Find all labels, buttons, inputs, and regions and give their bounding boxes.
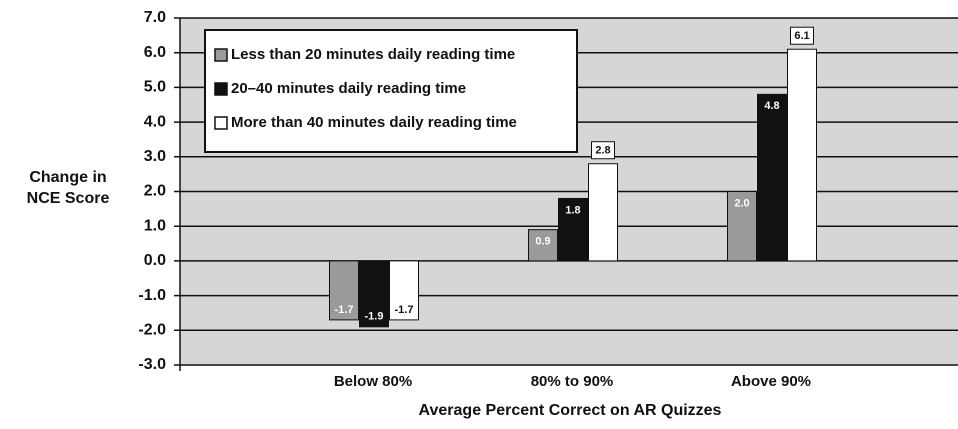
y-tick-label: -2.0 [138,322,166,339]
y-tick-label: 0.0 [144,252,166,269]
legend-box [204,29,578,153]
bar [528,229,558,262]
value-label: 2.0 [734,197,749,209]
bar [558,197,588,262]
y-tick-label: 1.0 [144,217,166,234]
y-tick-label: 4.0 [144,113,166,130]
value-label-box [790,26,814,45]
value-label-box [591,141,615,160]
bar [757,93,787,262]
legend-label: Less than 20 minutes daily reading time [231,46,515,63]
y-axis-label: Change in [29,169,106,186]
value-label: -1.7 [335,304,354,316]
value-label: 4.8 [764,100,779,112]
y-tick-label: 6.0 [144,44,166,61]
legend-label: More than 40 minutes daily reading time [231,114,517,131]
legend-swatch [214,116,228,130]
bar [329,260,359,321]
bar [389,260,419,321]
y-tick-label: 3.0 [144,148,166,165]
value-label: 1.8 [565,204,580,216]
x-tick-label: 80% to 90% [531,373,614,390]
legend-swatch [214,48,228,62]
y-tick-label: 2.0 [144,183,166,200]
y-tick-label: 5.0 [144,79,166,96]
x-tick-label: Below 80% [334,373,412,390]
value-label: 2.8 [595,145,610,157]
value-label: 6.1 [794,30,809,42]
bar [727,191,757,262]
value-label: 0.9 [535,236,550,248]
y-tick-label: 7.0 [144,9,166,26]
bar [359,260,389,328]
x-tick-label: Above 90% [731,373,811,390]
y-axis-label: NCE Score [27,190,110,207]
y-tick-label: -1.0 [138,287,166,304]
bar [588,163,618,262]
value-label: -1.7 [395,304,414,316]
legend-label: 20–40 minutes daily reading time [231,80,466,97]
value-label: -1.9 [365,311,384,323]
x-axis-label: Average Percent Correct on AR Quizzes [419,402,722,419]
y-tick-label: -3.0 [138,356,166,373]
bar [787,48,817,262]
legend-swatch [214,82,228,96]
